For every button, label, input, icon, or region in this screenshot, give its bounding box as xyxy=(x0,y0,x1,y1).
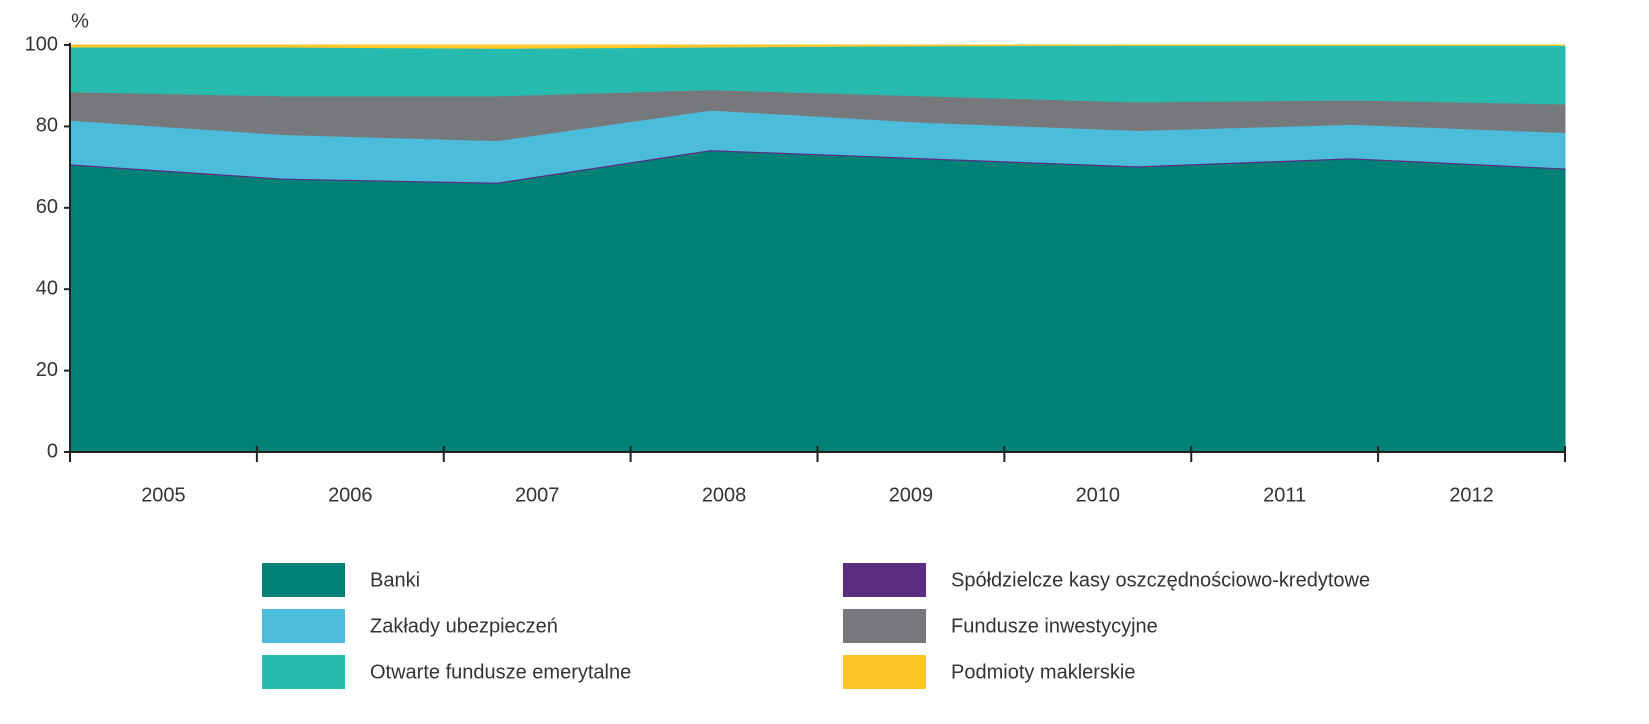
legend-swatch xyxy=(843,655,926,689)
y-tick-label: 100 xyxy=(25,33,58,55)
x-tick-label: 2007 xyxy=(515,484,560,506)
x-tick-label: 2011 xyxy=(1263,484,1306,506)
y-axis-label: % xyxy=(71,10,89,32)
legend-label: Banki xyxy=(370,569,420,591)
y-tick-label: 0 xyxy=(47,440,58,462)
x-tick-label: 2008 xyxy=(702,484,747,506)
area xyxy=(69,44,1566,49)
x-tick-label: 2010 xyxy=(1076,484,1121,506)
area xyxy=(69,150,1566,453)
legend-label: Podmioty maklerskie xyxy=(951,661,1136,683)
x-tick-label: 2009 xyxy=(889,484,934,506)
legend-swatch xyxy=(843,563,926,597)
x-tick-label: 2005 xyxy=(141,484,186,506)
x-tick-label: 2012 xyxy=(1449,484,1494,506)
y-tick-label: 20 xyxy=(36,359,58,381)
legend-label: Otwarte fundusze emerytalne xyxy=(370,661,631,683)
y-tick-label: 80 xyxy=(36,115,58,137)
y-tick-label: 60 xyxy=(36,196,58,218)
legend-swatch xyxy=(262,609,345,643)
x-tick-label: 2006 xyxy=(328,484,373,506)
legend-label: Fundusze inwestycyjne xyxy=(951,615,1158,637)
legend-label: Spółdzielcze kasy oszczędnościowo-kredyt… xyxy=(951,569,1370,591)
legend-swatch xyxy=(843,609,926,643)
legend-swatch xyxy=(262,655,345,689)
legend-swatch xyxy=(262,563,345,597)
legend-label: Zakłady ubezpieczeń xyxy=(370,615,558,637)
y-tick-label: 40 xyxy=(36,277,58,299)
